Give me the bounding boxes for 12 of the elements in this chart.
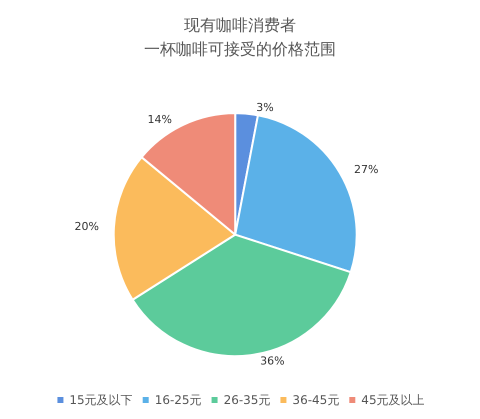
data-label: 14% bbox=[147, 112, 172, 126]
legend-label: 45元及以上 bbox=[361, 393, 425, 407]
legend-label: 16-25元 bbox=[154, 393, 202, 407]
chart-subtitle: 一杯咖啡可接受的价格范围 bbox=[144, 40, 336, 58]
legend-label: 15元及以下 bbox=[69, 393, 133, 407]
data-label: 36% bbox=[260, 354, 285, 368]
data-label: 20% bbox=[74, 220, 99, 234]
data-label: 27% bbox=[354, 163, 378, 176]
chart-title: 现有咖啡消费者 bbox=[184, 16, 296, 34]
legend-label: 26-35元 bbox=[224, 393, 270, 407]
legend-label: 36-45元 bbox=[292, 393, 340, 407]
data-label: 3% bbox=[256, 101, 274, 114]
